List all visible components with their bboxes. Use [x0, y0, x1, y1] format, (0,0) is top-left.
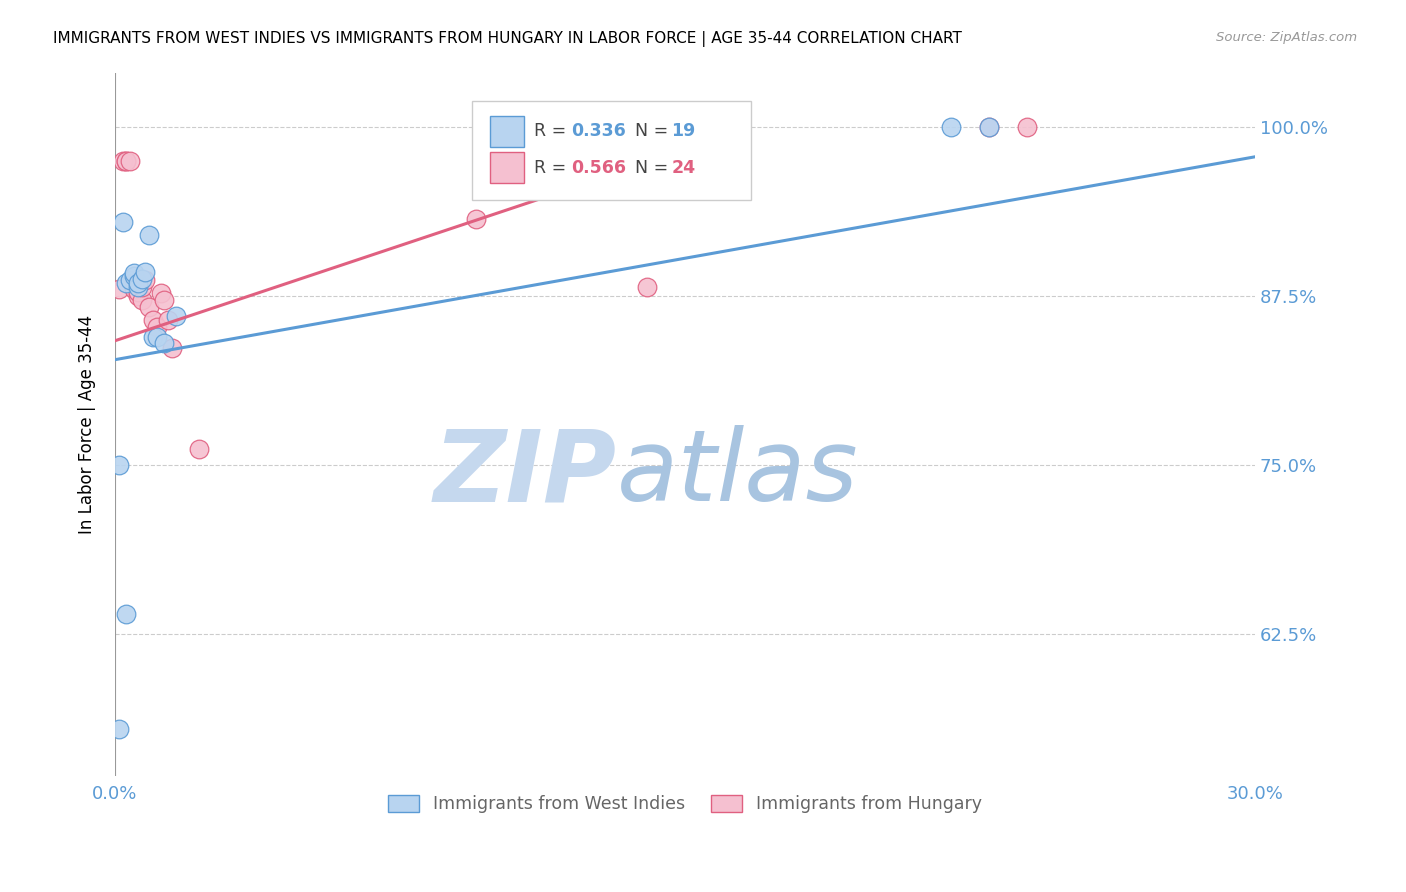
Point — [153, 336, 176, 351]
Text: 0.336: 0.336 — [571, 122, 626, 140]
Point — [122, 282, 145, 296]
Point — [115, 607, 138, 621]
FancyBboxPatch shape — [491, 153, 524, 184]
Point — [122, 276, 145, 290]
Point — [108, 722, 131, 736]
Point — [1015, 120, 1038, 134]
Point — [939, 120, 962, 134]
Point — [149, 286, 172, 301]
Point — [111, 153, 134, 168]
Point — [134, 265, 156, 279]
Point — [111, 215, 134, 229]
Text: ZIP: ZIP — [433, 425, 617, 523]
Text: 24: 24 — [671, 159, 696, 177]
Point — [160, 341, 183, 355]
FancyBboxPatch shape — [491, 116, 524, 147]
Y-axis label: In Labor Force | Age 35-44: In Labor Force | Age 35-44 — [79, 315, 96, 534]
Point — [131, 293, 153, 308]
Text: N =: N = — [634, 122, 673, 140]
Point — [127, 285, 149, 299]
Text: N =: N = — [634, 159, 673, 177]
Point — [120, 273, 142, 287]
Point — [131, 271, 153, 285]
Text: atlas: atlas — [617, 425, 858, 523]
Text: 19: 19 — [671, 122, 696, 140]
Point — [146, 320, 169, 334]
Point — [977, 120, 1000, 134]
Point — [134, 273, 156, 287]
Point — [977, 120, 1000, 134]
FancyBboxPatch shape — [472, 101, 751, 200]
Text: R =: R = — [534, 159, 572, 177]
Point — [157, 313, 180, 327]
Point — [115, 153, 138, 168]
Point — [122, 266, 145, 280]
Point — [127, 279, 149, 293]
Point — [131, 279, 153, 293]
Point — [165, 310, 187, 324]
Legend: Immigrants from West Indies, Immigrants from Hungary: Immigrants from West Indies, Immigrants … — [381, 789, 988, 821]
Point — [138, 300, 160, 314]
Point — [142, 313, 165, 327]
Text: 0.566: 0.566 — [571, 159, 626, 177]
Point — [120, 153, 142, 168]
Text: R =: R = — [534, 122, 572, 140]
Point — [138, 228, 160, 243]
Point — [127, 276, 149, 290]
Point — [187, 442, 209, 456]
Point — [142, 329, 165, 343]
Point — [636, 279, 658, 293]
Point — [115, 153, 138, 168]
Text: Source: ZipAtlas.com: Source: ZipAtlas.com — [1216, 31, 1357, 45]
Point — [127, 289, 149, 303]
Point — [122, 268, 145, 283]
Point — [146, 329, 169, 343]
Point — [115, 276, 138, 290]
Point — [108, 282, 131, 296]
Text: IMMIGRANTS FROM WEST INDIES VS IMMIGRANTS FROM HUNGARY IN LABOR FORCE | AGE 35-4: IMMIGRANTS FROM WEST INDIES VS IMMIGRANT… — [53, 31, 962, 47]
Point — [108, 458, 131, 472]
Point — [465, 212, 488, 227]
Point — [153, 293, 176, 308]
